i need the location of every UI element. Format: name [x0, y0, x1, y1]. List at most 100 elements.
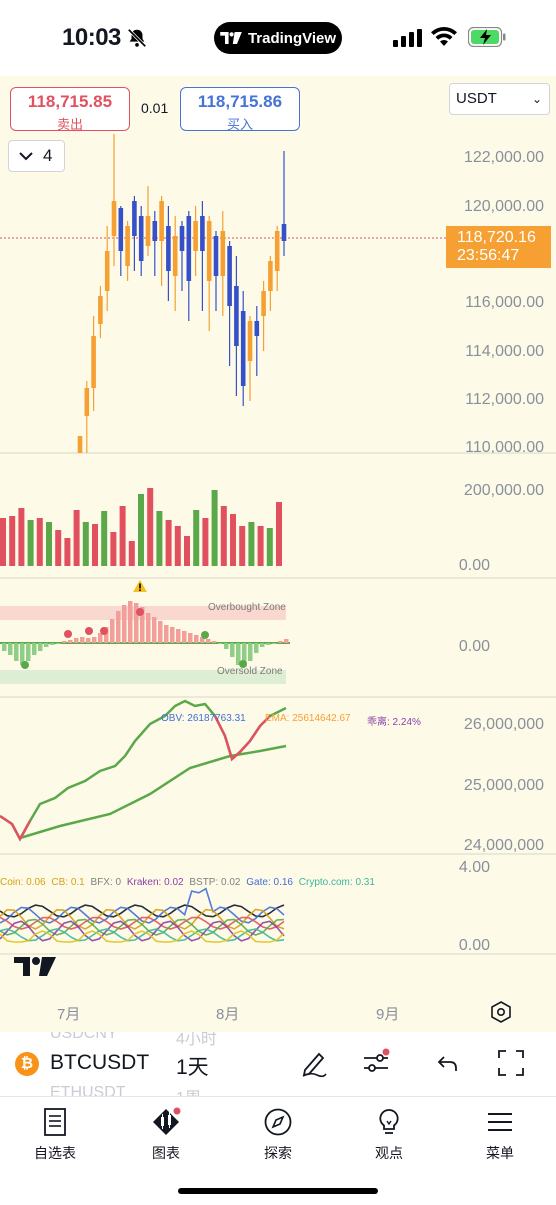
- volume-bar: [266, 528, 273, 566]
- obv-ema-value: EMA: 25614642.67: [265, 713, 351, 724]
- exchange-line: [0, 908, 285, 930]
- volume-bar: [156, 511, 163, 566]
- exchange-line: [0, 887, 285, 924]
- bitcoin-icon: ₿: [15, 1052, 39, 1076]
- candle-body: [240, 311, 246, 386]
- overbought-zone-label: Overbought Zone: [208, 602, 286, 613]
- oscillator-bar: [284, 639, 289, 643]
- oscillator-bar: [254, 643, 259, 653]
- menu-icon: [488, 1113, 512, 1131]
- time-axis-label: 8月: [216, 1006, 240, 1023]
- oscillator-bar: [8, 643, 13, 655]
- indicators-collapse-button[interactable]: 4: [8, 140, 65, 172]
- fullscreen-icon[interactable]: [496, 1048, 526, 1078]
- home-indicator: [178, 1188, 378, 1194]
- bar-countdown: 23:56:47: [457, 247, 520, 264]
- volume-bar: [92, 524, 98, 566]
- symbol-picker[interactable]: BTCUSDT: [50, 1051, 150, 1074]
- oscillator-signal-dot: [201, 631, 209, 639]
- volume-bar: [165, 520, 172, 566]
- oscillator-bar: [206, 639, 211, 643]
- price-axis-label: 122,000.00: [463, 149, 544, 166]
- nav-watchlist[interactable]: 自选表: [15, 1107, 95, 1163]
- candle-body: [166, 226, 171, 271]
- oversold-zone-label: Oversold Zone: [217, 666, 283, 677]
- oscillator-bar: [182, 631, 187, 643]
- oscillator-bar: [110, 619, 115, 643]
- sell-price: 118,715.85: [27, 92, 113, 111]
- volume-bar: [55, 530, 62, 566]
- tradingview-pill[interactable]: TradingView: [214, 22, 342, 54]
- oscillator-bar: [134, 603, 139, 643]
- candle-body: [268, 261, 273, 291]
- oscillator-bar: [200, 637, 205, 643]
- oscillator-bar: [50, 643, 55, 645]
- nav-explore[interactable]: 探索: [238, 1107, 318, 1163]
- volume-bar: [239, 526, 246, 566]
- chart-area[interactable]: 118,715.85 卖出 0.01 118,715.86 买入 USDT ⌄ …: [0, 76, 556, 1032]
- oscillator-bar: [170, 627, 175, 643]
- nav-label: 探索: [264, 1145, 292, 1161]
- candle-body: [227, 246, 232, 306]
- interval-picker[interactable]: 1天: [176, 1056, 209, 1079]
- exchange-legend-item: BFX: 0: [90, 877, 124, 888]
- candle-body: [200, 216, 205, 251]
- oscillator-bar: [224, 643, 229, 649]
- volume-bar: [193, 510, 200, 566]
- currency-value: USDT: [456, 90, 497, 107]
- chevron-down-icon: [19, 151, 33, 160]
- sell-button[interactable]: 118,715.85 卖出: [10, 87, 130, 132]
- volume-bar: [27, 520, 34, 566]
- nav-chart[interactable]: 图表: [126, 1107, 206, 1163]
- exchange-axis-label: 4.00: [458, 859, 490, 876]
- oscillator-signal-dot: [100, 627, 108, 635]
- candle-body: [152, 221, 158, 241]
- warning-icon: [133, 580, 147, 592]
- oscillator-bar: [86, 638, 91, 643]
- candle-body: [98, 296, 103, 324]
- oscillator-bar: [260, 643, 265, 647]
- candle-body: [138, 216, 144, 261]
- oscillator-bar: [230, 643, 235, 657]
- nav-ideas[interactable]: 观点: [349, 1107, 429, 1163]
- ghost-symbol: USDCNY: [50, 1032, 118, 1042]
- oscillator-signal-dot: [136, 608, 144, 616]
- price-axis-label: 114,000.00: [465, 343, 544, 360]
- oscillator-bar: [146, 613, 151, 643]
- oscillator-bar: [272, 643, 277, 644]
- undo-icon[interactable]: [433, 1048, 463, 1078]
- candle-body: [234, 286, 239, 346]
- oscillator-bar: [38, 643, 43, 651]
- nav-menu[interactable]: 菜单: [460, 1107, 540, 1163]
- oscillator-bar: [242, 643, 247, 667]
- volume-bar: [128, 541, 135, 566]
- volume-bar: [248, 522, 255, 566]
- candle-body: [125, 226, 130, 266]
- oscillator-bar: [188, 633, 193, 643]
- chart-settings-icon[interactable]: [490, 1001, 512, 1023]
- currency-select[interactable]: USDT ⌄: [449, 83, 550, 115]
- volume-bar: [202, 518, 209, 566]
- indicators-settings-icon[interactable]: [361, 1048, 391, 1078]
- lightbulb-icon: [379, 1109, 399, 1134]
- oscillator-signal-dot: [64, 630, 72, 638]
- volume-bar: [18, 508, 25, 566]
- chart-canvas[interactable]: [0, 76, 556, 1032]
- candle-body: [274, 231, 280, 271]
- oscillator-bar: [2, 643, 7, 651]
- obv-deviation-value: 乖离: 2.24%: [367, 717, 421, 728]
- oscillator-bar: [116, 611, 121, 643]
- time-axis-label: 7月: [57, 1006, 81, 1023]
- oscillator-bar: [164, 625, 169, 643]
- oscillator-bar: [80, 637, 85, 643]
- oscillator-bar: [140, 607, 145, 643]
- symbol-bar: USDCNY 4小时 ETHUSDT 1周 ₿ BTCUSDT 1天: [0, 1032, 556, 1096]
- tradingview-logo-icon: [14, 957, 56, 976]
- buy-button[interactable]: 118,715.86 买入: [180, 87, 300, 132]
- oscillator-bar: [14, 643, 19, 661]
- volume-bar: [110, 532, 117, 566]
- candle-body: [281, 224, 287, 241]
- oscillator-bar: [62, 641, 67, 643]
- current-price-tag: 118,720.16 23:56:47: [446, 226, 551, 268]
- drawing-tools-icon[interactable]: [299, 1048, 329, 1078]
